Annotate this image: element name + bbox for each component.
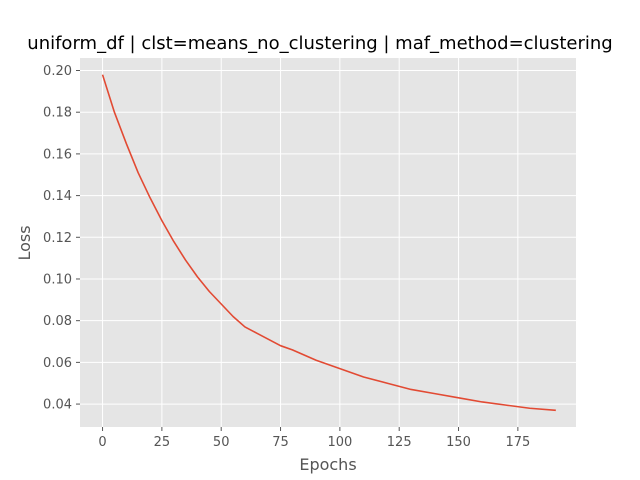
x-tick-label: 175 <box>505 435 530 450</box>
x-tick-label: 75 <box>272 435 289 450</box>
x-tick-label: 100 <box>327 435 352 450</box>
plot-background <box>80 58 576 427</box>
y-tick-label: 0.14 <box>43 189 72 204</box>
chart-title: uniform_df | clst=means_no_clustering | … <box>27 33 612 54</box>
loss-series-line <box>101 74 556 412</box>
grid-lines <box>80 58 576 427</box>
tick-layer: 0 25 50 75 100 125 150 175 0.04 0.06 0.08 0.10 0.12 0… <box>43 64 530 450</box>
y-tick-label: 0.12 <box>43 231 72 246</box>
y-tick-label: 0.18 <box>43 106 72 121</box>
y-tick-label: 0.20 <box>43 64 72 79</box>
x-tick-label: 150 <box>446 435 471 450</box>
y-tick-label: 0.08 <box>43 314 72 329</box>
x-axis-label: Epochs <box>299 455 356 474</box>
y-tick-label: 0.16 <box>43 147 72 162</box>
y-tick-label: 0.10 <box>43 272 72 287</box>
y-axis-label: Loss <box>15 225 34 260</box>
y-tick-label: 0.04 <box>43 398 72 413</box>
x-tick-label: 125 <box>387 435 412 450</box>
x-tick-label: 50 <box>213 435 230 450</box>
y-tick-label: 0.06 <box>43 356 72 371</box>
series-layer <box>101 74 556 412</box>
x-tick-label: 25 <box>154 435 171 450</box>
x-tick-label: 0 <box>98 435 106 450</box>
